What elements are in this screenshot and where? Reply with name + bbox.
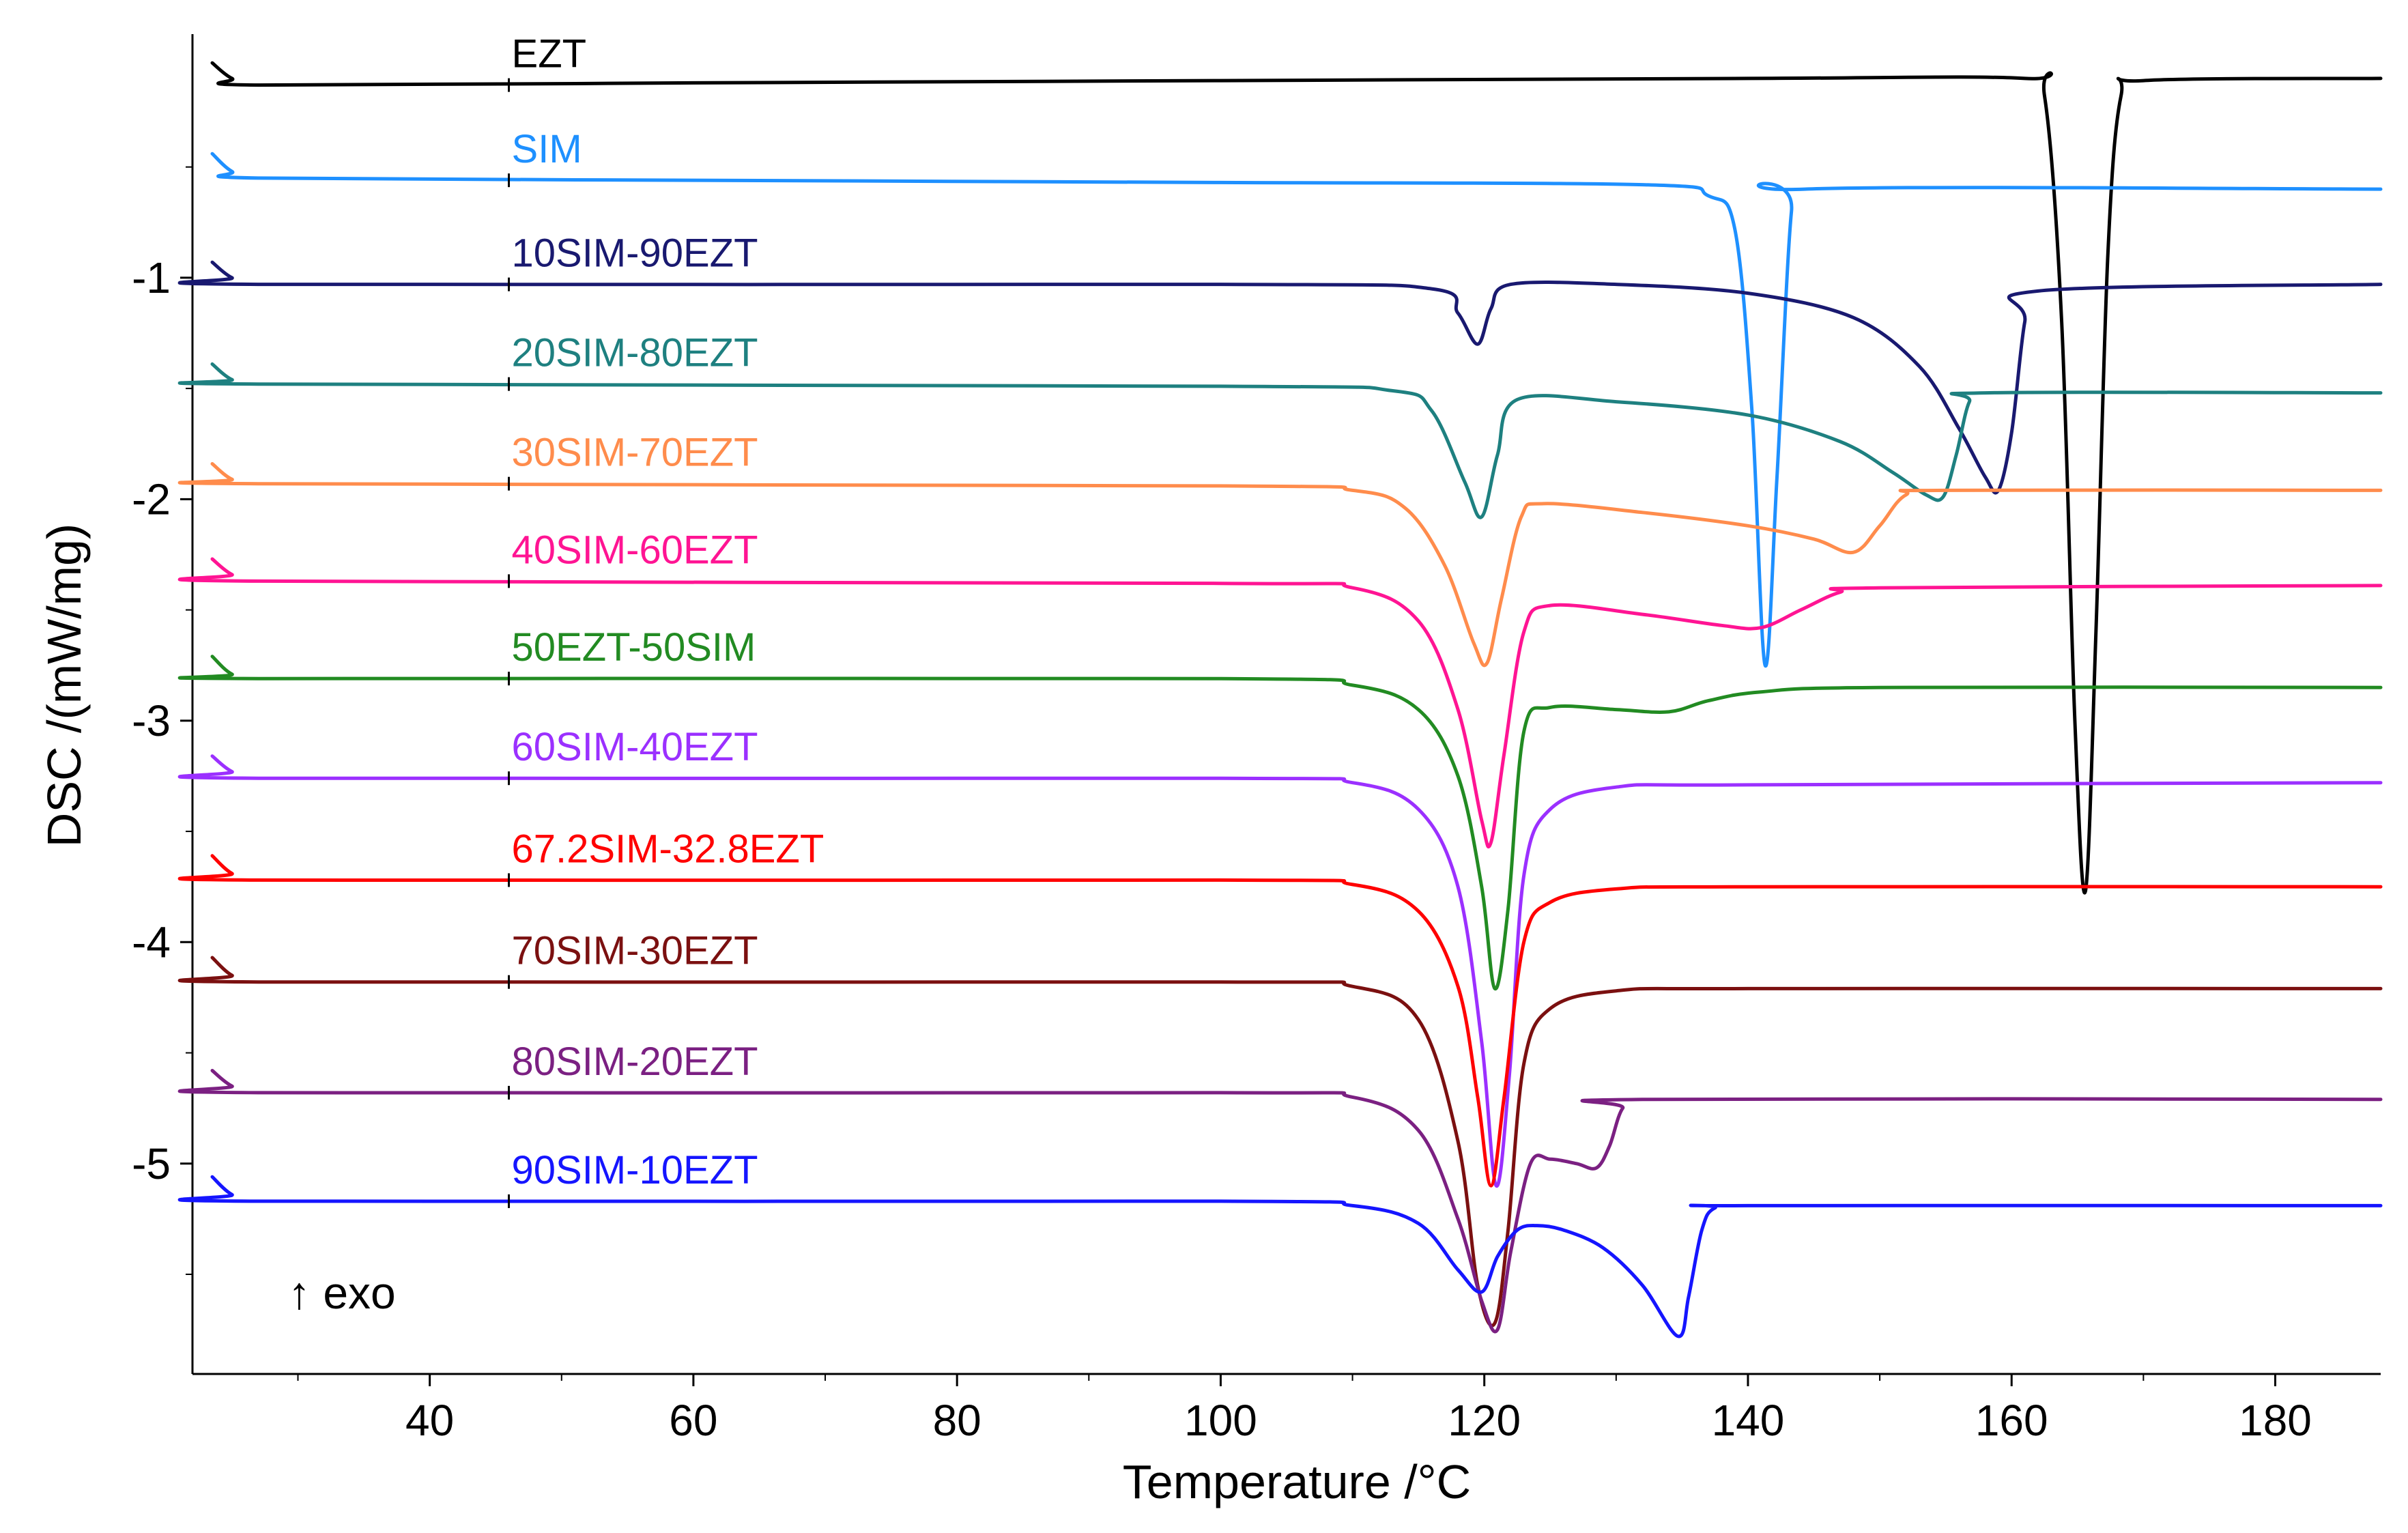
series-line-40sim-60ezt bbox=[177, 557, 2383, 848]
series-label-90sim-10ezt: 90SIM-10EZT bbox=[512, 1148, 758, 1192]
x-axis-title: Temperature /°C bbox=[1123, 1455, 1471, 1508]
axes: 40 60 80 100 120 140 160 180 -1 -2 -3 -4 -5 bbox=[132, 34, 2381, 1445]
series-label-20sim-80ezt: 20SIM-80EZT bbox=[512, 331, 758, 375]
exo-annotation: ↑ exo bbox=[288, 1267, 396, 1318]
series-line-10sim-90ezt bbox=[177, 260, 2383, 495]
x-tick-label: 40 bbox=[405, 1396, 454, 1445]
series-label-30sim-70ezt: 30SIM-70EZT bbox=[512, 431, 758, 475]
series-line-20sim-80ezt bbox=[177, 362, 2383, 519]
x-tick-label: 180 bbox=[2239, 1396, 2312, 1445]
series-label-80sim-20ezt: 80SIM-20EZT bbox=[512, 1040, 758, 1084]
series-label-sim: SIM bbox=[512, 127, 582, 171]
y-axis-title: DSC /(mW/mg) bbox=[38, 524, 91, 847]
series-label-67-2sim-32-8ezt: 67.2SIM-32.8EZT bbox=[512, 827, 825, 871]
x-tick-label: 60 bbox=[669, 1396, 717, 1445]
series-line-70sim-30ezt bbox=[177, 956, 2383, 1328]
series-line-60sim-40ezt bbox=[177, 754, 2383, 1188]
y-tick-label: -3 bbox=[132, 696, 171, 745]
series-line-90sim-10ezt bbox=[177, 1175, 2383, 1338]
series-label-40sim-60ezt: 40SIM-60EZT bbox=[512, 528, 758, 572]
series-line-30sim-70ezt bbox=[177, 462, 2383, 668]
series-labels: EZT SIM 10SIM-90EZT 20SIM-80EZT 30SIM-70EZT 4… bbox=[508, 32, 825, 1208]
series-label-ezt: EZT bbox=[512, 32, 587, 76]
series-label-70sim-30ezt: 70SIM-30EZT bbox=[512, 929, 758, 973]
series-label-60sim-40ezt: 60SIM-40EZT bbox=[512, 725, 758, 769]
x-tick-label: 100 bbox=[1184, 1396, 1257, 1445]
x-tick-label: 80 bbox=[933, 1396, 981, 1445]
y-tick-label: -5 bbox=[132, 1139, 171, 1188]
series-label-50ezt-50sim: 50EZT-50SIM bbox=[512, 625, 756, 670]
x-tick-label: 140 bbox=[1712, 1396, 1785, 1445]
series-line-80sim-20ezt bbox=[177, 1069, 2383, 1334]
y-tick-label: -1 bbox=[132, 253, 171, 302]
x-tick-label: 160 bbox=[1975, 1396, 2048, 1445]
series-label-10sim-90ezt: 10SIM-90EZT bbox=[512, 231, 758, 276]
series-line-50ezt-50sim bbox=[177, 655, 2383, 990]
series-line-sim bbox=[210, 152, 2383, 668]
series-lines bbox=[177, 61, 2383, 1338]
series-line-67-2sim-32-8ezt bbox=[177, 854, 2383, 1188]
y-tick-label: -2 bbox=[132, 474, 171, 524]
x-tick-label: 120 bbox=[1448, 1396, 1521, 1445]
series-line-ezt bbox=[210, 61, 2383, 895]
y-tick-label: -4 bbox=[132, 917, 171, 966]
